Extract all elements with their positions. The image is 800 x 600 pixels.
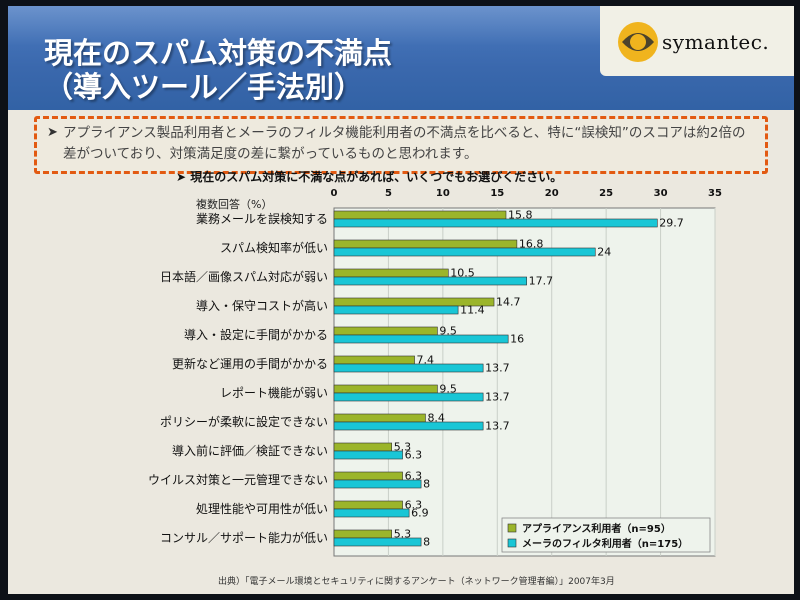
bar-mailer [333, 392, 484, 402]
data-label: 6.3 [405, 499, 423, 512]
data-label: 9.5 [439, 383, 457, 396]
x-tick-label: 15 [490, 188, 504, 199]
bar-mailer [333, 479, 422, 489]
bar-mailer [333, 363, 484, 373]
bar-mailer [333, 247, 596, 257]
x-tick-label: 30 [654, 188, 668, 199]
data-label: 13.7 [485, 362, 510, 375]
data-label: 7.4 [417, 354, 435, 367]
x-tick-label: 20 [545, 188, 559, 199]
x-tick-label: 25 [599, 188, 613, 199]
bar-appliance [333, 268, 449, 278]
x-tick-label: 0 [331, 188, 338, 199]
bar-mailer [333, 218, 658, 228]
category-label: 導入前に評価／検証できない [172, 443, 328, 458]
bar-appliance [333, 500, 403, 510]
x-tick-label: 5 [385, 188, 392, 199]
slide-title-line1: 現在のスパム対策の不満点 [44, 36, 393, 70]
category-label: レポート機能が弱い [220, 385, 328, 400]
logo-text: symantec. [662, 30, 770, 54]
data-label: 8 [423, 478, 430, 491]
data-label: 16 [510, 333, 524, 346]
bar-appliance [333, 413, 426, 423]
x-tick-label: 10 [436, 188, 450, 199]
legend-swatch [507, 538, 517, 548]
symantec-logo: symantec. [600, 6, 794, 76]
legend-label: アプライアンス利用者（n=95） [522, 522, 671, 535]
data-label: 24 [597, 246, 611, 259]
data-label: 17.7 [529, 275, 554, 288]
category-label: 処理性能や可用性が低い [196, 501, 328, 516]
data-label: 13.7 [485, 420, 510, 433]
bar-appliance [333, 384, 438, 394]
category-label: 導入・保守コストが高い [196, 298, 328, 313]
data-label: 6.3 [405, 449, 423, 462]
category-label: 業務メールを誤検知する [196, 211, 328, 226]
chart-unit-label: 複数回答（%） [196, 198, 273, 211]
x-tick-label: 35 [708, 188, 722, 199]
category-label: スパム検知率が低い [220, 240, 328, 255]
bar-mailer [333, 537, 422, 547]
legend [501, 517, 711, 553]
bar-chart: 0 5 10 15 20 25 30 35 業務メールを誤検知する 15.8 29.7 スパム検知率が… [148, 188, 722, 557]
bar-appliance [333, 355, 415, 365]
slide-title: 現在のスパム対策の不満点 （導入ツール／手法別） [44, 36, 392, 104]
data-label: 5.3 [394, 441, 412, 454]
bar-appliance [333, 239, 518, 249]
category-label: ウイルス対策と一元管理できない [148, 472, 328, 487]
chart-title: ➤ 現在のスパム対策に不満な点があれば、いくつでもお選びください。 [176, 168, 562, 185]
bar-appliance [333, 326, 438, 336]
data-label: 29.7 [659, 217, 684, 230]
bar-mailer [333, 421, 484, 431]
slide: 現在のスパム対策の不満点 （導入ツール／手法別） symantec. ➤ アプラ… [8, 6, 794, 594]
slide-title-line2: （導入ツール／手法別） [44, 70, 364, 104]
data-label: 8 [423, 536, 430, 549]
category-label: 更新など運用の手間がかかる [172, 356, 328, 371]
bullet-arrow-icon: ➤ [47, 125, 58, 140]
bar-mailer [333, 334, 509, 344]
data-label: 13.7 [485, 391, 510, 404]
bar-appliance [333, 442, 392, 452]
data-label: 10.5 [450, 267, 475, 280]
notice-text: アプライアンス製品利用者とメーラのフィルタ機能利用者の不満点を比べると、特に“誤… [63, 125, 746, 162]
category-label: 導入・設定に手間がかかる [184, 327, 328, 342]
bar-appliance [333, 529, 392, 539]
data-label: 5.3 [394, 528, 412, 541]
data-label: 6.3 [405, 470, 423, 483]
data-label: 9.5 [439, 325, 457, 338]
data-label: 16.8 [519, 238, 544, 251]
data-label: 14.7 [496, 296, 521, 309]
legend-swatch [507, 523, 517, 533]
category-label: コンサル／サポート能力が低い [160, 530, 328, 545]
data-label: 8.4 [427, 412, 445, 425]
plot-area [333, 207, 716, 557]
legend-label: メーラのフィルタ利用者（n=175） [522, 537, 688, 550]
chart-title-text: 現在のスパム対策に不満な点があれば、いくつでもお選びください。 [190, 170, 563, 184]
bar-mailer [333, 276, 527, 286]
notice-box: ➤ アプライアンス製品利用者とメーラのフィルタ機能利用者の不満点を比べると、特に… [34, 116, 768, 174]
bar-appliance [333, 471, 403, 481]
data-label: 11.4 [460, 304, 485, 317]
bar-mailer [333, 305, 459, 315]
bar-appliance [333, 210, 507, 220]
chart-area: ➤ 現在のスパム対策に不満な点があれば、いくつでもお選びください。 複数回答（%… [8, 166, 794, 586]
data-label: 6.9 [411, 507, 429, 520]
source-note: 出典）「電子メール環境とセキュリティに関するアンケート（ネットワーク管理者編）」… [218, 577, 615, 587]
data-label: 15.8 [508, 209, 532, 222]
symantec-globe-icon [618, 22, 658, 62]
bar-mailer [333, 450, 403, 460]
bullet-arrow-icon: ➤ [176, 170, 191, 184]
bar-mailer [333, 508, 410, 518]
category-label: ポリシーが柔軟に設定できない [160, 414, 328, 429]
category-label: 日本語／画像スパム対応が弱い [160, 269, 328, 284]
